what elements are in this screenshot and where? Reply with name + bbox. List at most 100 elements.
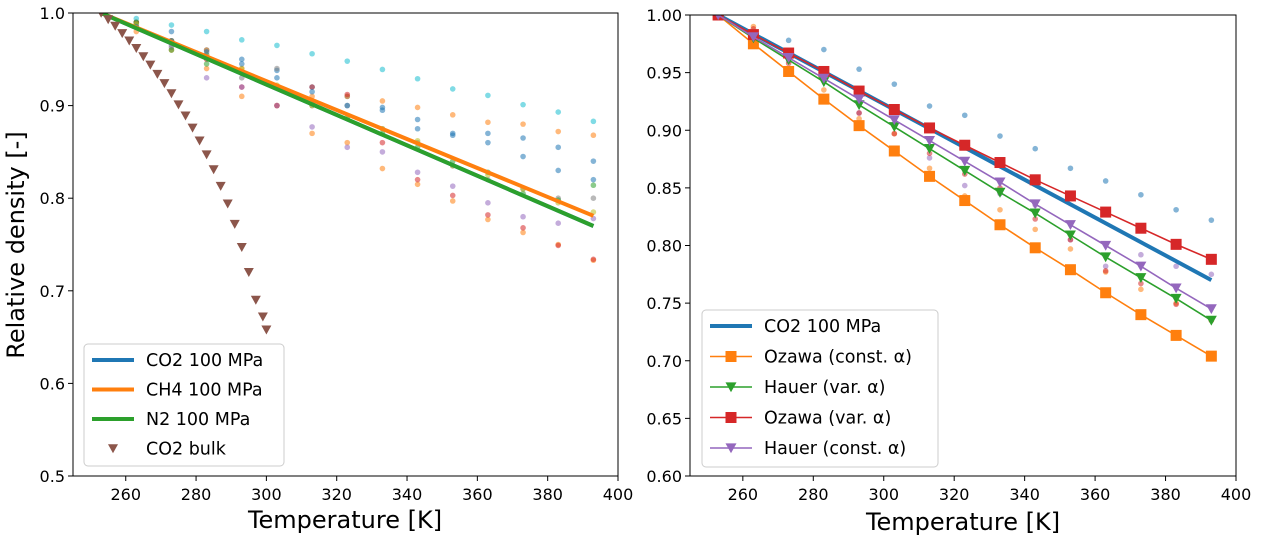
series-point-ozawa-var-14	[1205, 253, 1217, 265]
series-point-hauer-var-11	[1100, 252, 1112, 263]
series-point-co2-bulk-15	[201, 150, 212, 160]
y-tick-label-3: 0.75	[646, 294, 682, 313]
series-point-ozawa-var-9	[1029, 174, 1041, 186]
legend-label-co2-100-mpa: CO2 100 MPa	[146, 351, 263, 371]
bg-point-3-4	[891, 130, 898, 137]
bg-point-4-2	[203, 28, 210, 35]
bg-point-3-7	[379, 139, 386, 146]
x-tick-label-7: 400	[1221, 485, 1252, 504]
series-point-hauer-const-10	[1064, 220, 1076, 230]
series-point-ozawa-var-7	[959, 139, 971, 151]
series-point-hauer-var-10	[1064, 230, 1076, 241]
series-point-co2-bulk-6	[138, 52, 149, 62]
series-point-ozawa-var-5	[888, 104, 900, 116]
bg-point-1-12	[555, 128, 562, 135]
y-tick-label-6: 0.90	[646, 121, 682, 140]
bg-point-5-11	[520, 213, 526, 220]
bg-point-7-2	[203, 61, 210, 67]
series-point-co2-bulk-14	[194, 136, 205, 146]
bg-point-5-5	[309, 124, 315, 130]
x-tick-label-1: 280	[181, 485, 212, 504]
bg-point-0-4	[891, 81, 898, 87]
legend-label-hauer-const: Hauer (const. α)	[764, 439, 906, 459]
y-tick-label-1: 0.65	[646, 409, 682, 428]
bg-point-5-10	[485, 200, 491, 206]
left-axes-frame	[72, 12, 619, 477]
left-x-axis-label: Temperature [K]	[247, 506, 442, 534]
bg-point-0-10	[1102, 178, 1109, 184]
x-tick-label-2: 300	[251, 485, 282, 504]
bg-point-3-13	[590, 256, 597, 263]
bg-point-3-9	[449, 192, 456, 199]
series-point-co2-bulk-9	[159, 79, 170, 89]
series-point-ozawa-const-8	[994, 219, 1006, 231]
y-tick-label-4: 0.80	[646, 237, 682, 256]
bg-point-4-4	[274, 42, 280, 49]
series-point-ozawa-const-13	[1170, 329, 1182, 341]
series-point-ozawa-var-13	[1170, 238, 1182, 250]
bg-point-0-5	[926, 103, 933, 109]
bg-point-3-10	[485, 212, 491, 218]
bg-point-0-13	[1208, 217, 1215, 223]
bg-point-3-10	[1102, 268, 1109, 274]
bg-point-1-7	[379, 98, 386, 104]
series-point-ozawa-const-7	[959, 195, 971, 207]
x-tick-label-0: 260	[110, 485, 141, 504]
y-tick-label-5: 1.0	[40, 4, 65, 23]
series-line-n2-100-mpa	[100, 13, 595, 228]
x-tick-label-3: 320	[321, 485, 352, 504]
bg-point-0-11	[1138, 191, 1144, 198]
bg-point-5-8	[414, 169, 421, 176]
bg-point-0-8	[1032, 145, 1039, 152]
bg-point-4-7	[379, 66, 386, 73]
bg-point-5-4	[274, 102, 280, 109]
bg-point-2-3	[238, 93, 245, 100]
bg-point-9-7	[379, 107, 386, 114]
y-tick-label-5: 0.85	[646, 179, 682, 198]
series-point-co2-bulk-24	[261, 325, 272, 335]
series-point-ozawa-var-10	[1064, 190, 1076, 202]
bg-point-2-5	[926, 155, 933, 161]
right-legend: CO2 100 MPa Ozawa (const. α) Hauer (var. α…	[701, 309, 939, 468]
x-tick-label-6: 380	[532, 485, 563, 504]
bg-point-1-2	[821, 87, 827, 93]
bg-point-1-11	[520, 121, 526, 127]
bg-point-9-4	[274, 75, 280, 81]
x-tick-label-3: 320	[939, 485, 970, 504]
bg-point-7-13	[590, 182, 597, 189]
bg-point-3-12	[555, 242, 562, 249]
series-point-ozawa-const-2	[783, 65, 795, 77]
series-point-hauer-const-9	[1029, 199, 1041, 210]
bg-point-0-9	[1067, 165, 1074, 172]
series-point-ozawa-var-6	[924, 122, 936, 134]
series-point-hauer-const-6	[924, 135, 936, 146]
series-point-co2-bulk-19	[229, 219, 240, 229]
bg-point-4-11	[520, 101, 526, 108]
series-point-ozawa-const-5	[888, 145, 900, 157]
bg-point-2-13	[1208, 271, 1215, 278]
legend-handle-marker-ozawa-const	[725, 351, 737, 362]
bg-point-1-13	[590, 132, 597, 139]
bg-point-7-1	[168, 47, 175, 53]
bg-point-4-3	[238, 37, 245, 43]
bg-point-0-8	[414, 116, 421, 123]
bg-point-2-6	[961, 182, 968, 189]
right-ticks: 260 280 300 320 340 360 380 400 0.60 0.65 0.70 0.75…	[646, 6, 1251, 504]
bg-point-2-7	[379, 165, 386, 172]
bg-point-0-12	[555, 167, 562, 174]
x-tick-label-1: 280	[798, 485, 829, 504]
series-point-ozawa-const-11	[1100, 287, 1112, 299]
bg-point-4-5	[309, 50, 315, 57]
bg-point-5-12	[555, 220, 562, 227]
series-point-ozawa-const-9	[1029, 242, 1041, 254]
bg-point-9-2	[203, 49, 210, 55]
series-point-co2-bulk-13	[187, 123, 198, 133]
legend-handle-marker-hauer-var	[725, 382, 737, 393]
bg-point-0-2	[821, 46, 827, 53]
legend-label-co2-100-mpa: CO2 100 MPa	[764, 317, 881, 337]
bg-point-1-5	[926, 165, 933, 172]
bg-point-3-3	[856, 110, 862, 116]
bg-point-3-12	[1173, 301, 1179, 308]
series-point-hauer-var-8	[994, 187, 1006, 198]
